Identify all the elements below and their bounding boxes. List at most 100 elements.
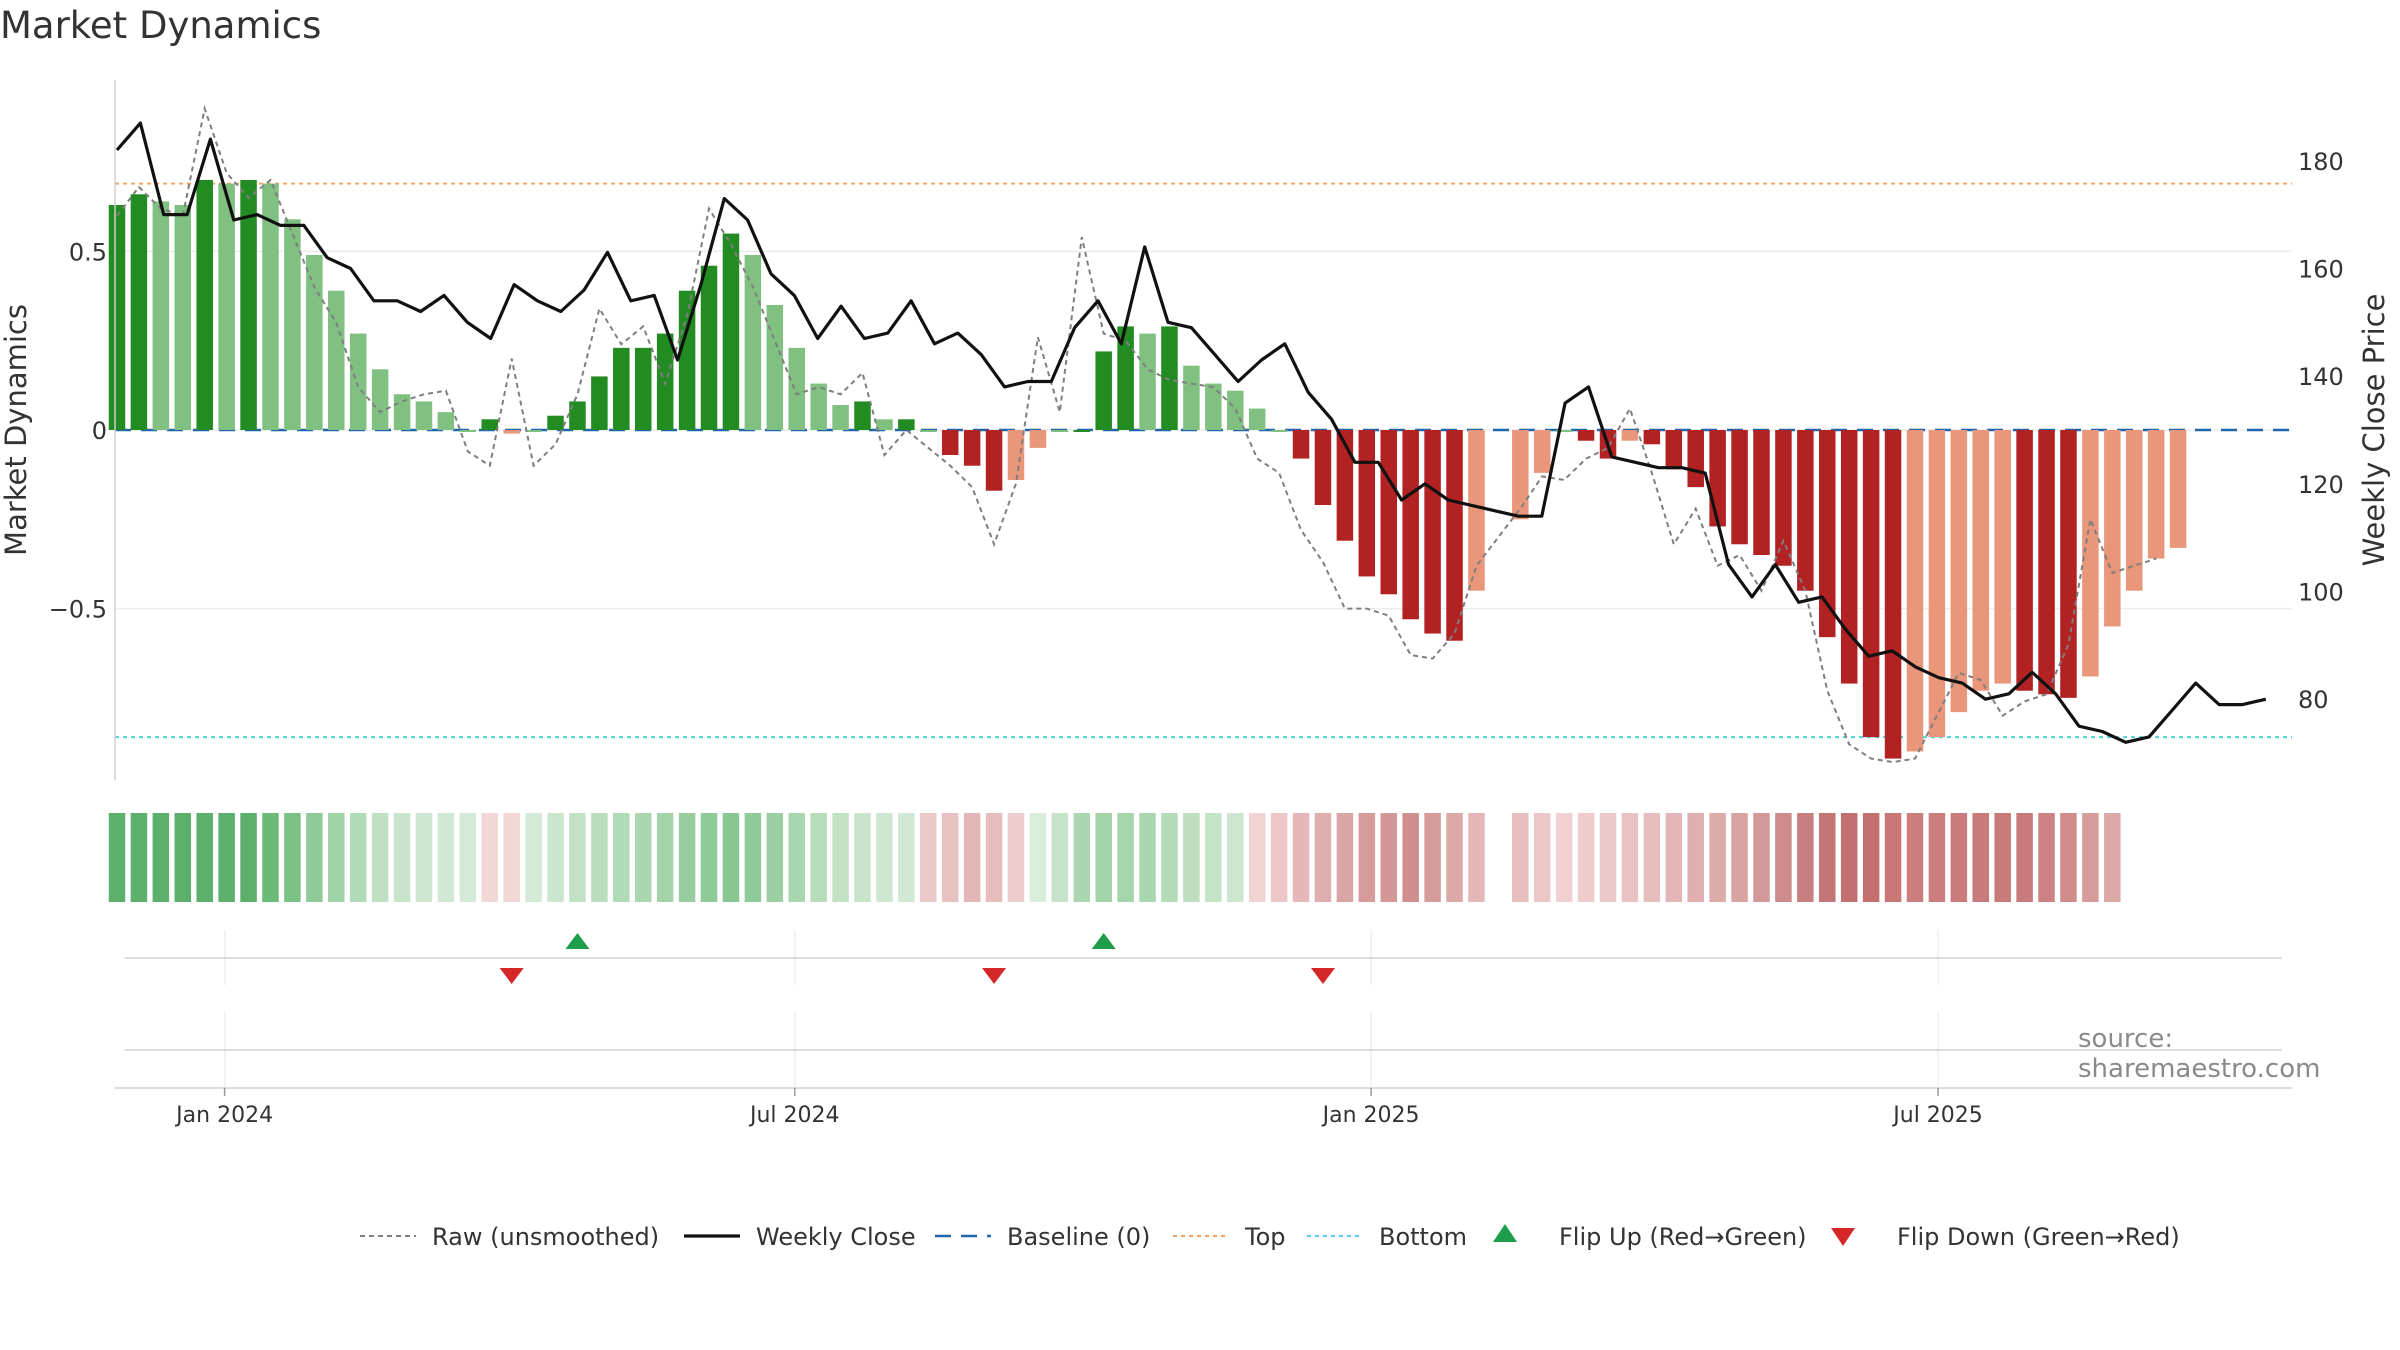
strip-cell	[898, 813, 915, 902]
y2-tick-label: 100	[2298, 579, 2344, 607]
strip-cell	[459, 813, 477, 902]
dynamics-bar	[1577, 430, 1595, 441]
dynamics-bar	[613, 347, 630, 430]
strip-cell	[656, 813, 674, 902]
strip-cell	[1007, 813, 1025, 902]
dynamics-bar	[174, 205, 192, 430]
dynamics-bar	[1753, 430, 1770, 555]
strip-cell	[1906, 813, 1924, 902]
strip-cell	[349, 813, 367, 902]
strip-cell	[1753, 813, 1770, 902]
strip-cell	[1687, 813, 1704, 902]
strip-cell	[678, 813, 696, 902]
strip-cell	[1512, 813, 1529, 902]
strip-cell	[1095, 813, 1112, 902]
strip-cell	[152, 813, 170, 902]
dynamics-bar	[854, 401, 871, 430]
date-axis: Jan 2024 Jul 2024 Jan 2025 Jul 2025	[115, 1087, 2292, 1128]
strip-cell	[1402, 813, 1419, 902]
legend: Raw (unsmoothed) Weekly Close Baseline (0)…	[360, 1223, 2180, 1251]
strip-cell	[1731, 813, 1748, 902]
strip-cell	[766, 813, 784, 902]
strip-cell	[1621, 813, 1639, 902]
dynamics-bar	[1621, 430, 1639, 441]
dynamics-bar	[1797, 430, 1814, 591]
strip-cell	[525, 813, 542, 902]
strip-cell	[1599, 813, 1617, 902]
color-strip	[108, 813, 2121, 902]
dynamics-bar	[525, 430, 542, 432]
legend-top-label: Top	[1244, 1223, 1286, 1251]
dynamics-bar	[306, 255, 323, 430]
strip-cell	[1424, 813, 1441, 902]
strip-cell	[832, 813, 849, 902]
legend-baseline-label: Baseline (0)	[1007, 1223, 1150, 1251]
strip-cell	[196, 813, 213, 902]
dynamics-bar	[1906, 430, 1924, 752]
weekly-close-line	[115, 121, 2267, 744]
strip-cell	[130, 813, 148, 902]
dynamics-bar	[1314, 430, 1332, 505]
dynamics-bar	[1555, 430, 1573, 432]
dynamics-bar	[1139, 333, 1156, 430]
strip-cell	[788, 813, 805, 902]
dynamics-bar	[1950, 430, 1968, 713]
strip-cell	[437, 813, 455, 902]
dynamics-bar	[1205, 383, 1222, 430]
dynamics-bar	[1972, 430, 1990, 691]
flip-markers-panel	[125, 933, 2282, 1051]
dynamics-bar	[2147, 430, 2165, 559]
dynamics-bar	[2169, 430, 2187, 548]
strip-cell	[1797, 813, 1814, 902]
dynamics-bar	[700, 265, 718, 430]
flip-up-marker	[565, 933, 590, 949]
strip-cell	[941, 813, 959, 902]
dynamics-bar	[108, 205, 126, 430]
strip-cell	[284, 813, 301, 902]
dynamics-bar	[1775, 430, 1792, 566]
dynamics-bar	[920, 430, 937, 432]
strip-cell	[1577, 813, 1595, 902]
strip-cell	[1950, 813, 1968, 902]
strip-cell	[985, 813, 1003, 902]
strip-cell	[1205, 813, 1222, 902]
strip-cell	[1884, 813, 1902, 902]
y2-tick-label: 80	[2298, 686, 2329, 714]
dynamics-bar	[218, 183, 235, 430]
dynamics-bar	[371, 369, 389, 430]
strip-cell	[2060, 813, 2077, 902]
dynamics-bar	[1994, 430, 2011, 684]
x-tick-label: Jul 2025	[1891, 1103, 1983, 1128]
strip-cell	[1270, 813, 1288, 902]
strip-cell	[920, 813, 937, 902]
strip-cell	[328, 813, 345, 902]
dynamics-bars	[108, 180, 2187, 759]
strip-cell	[1336, 813, 1354, 902]
dynamics-bar	[152, 201, 170, 430]
dynamics-bar	[1007, 430, 1025, 480]
dynamics-bar	[1161, 326, 1178, 430]
strip-cell	[1358, 813, 1376, 902]
strip-cell	[722, 813, 740, 902]
strip-cell	[240, 813, 257, 902]
dynamics-bar	[240, 180, 257, 430]
strip-cell	[1073, 813, 1091, 902]
dynamics-bar	[1533, 430, 1551, 473]
strip-cell	[1555, 813, 1573, 902]
strip-cell	[613, 813, 630, 902]
strip-cell	[1446, 813, 1463, 902]
strip-cell	[218, 813, 235, 902]
flip-down-marker	[1310, 968, 1335, 984]
dynamics-bar	[876, 419, 893, 430]
strip-cell	[569, 813, 586, 902]
strip-cell	[1709, 813, 1726, 902]
y2-tick-label: 180	[2298, 148, 2344, 176]
dynamics-bar	[1928, 430, 1946, 738]
dynamics-bar	[1292, 430, 1310, 459]
strip-cell	[1139, 813, 1156, 902]
dynamics-bar	[1336, 430, 1354, 541]
dynamics-bar	[985, 430, 1003, 491]
chart-title: Market Dynamics	[0, 4, 322, 47]
y2-tick-label: 120	[2298, 471, 2344, 499]
strip-cell	[1533, 813, 1551, 902]
